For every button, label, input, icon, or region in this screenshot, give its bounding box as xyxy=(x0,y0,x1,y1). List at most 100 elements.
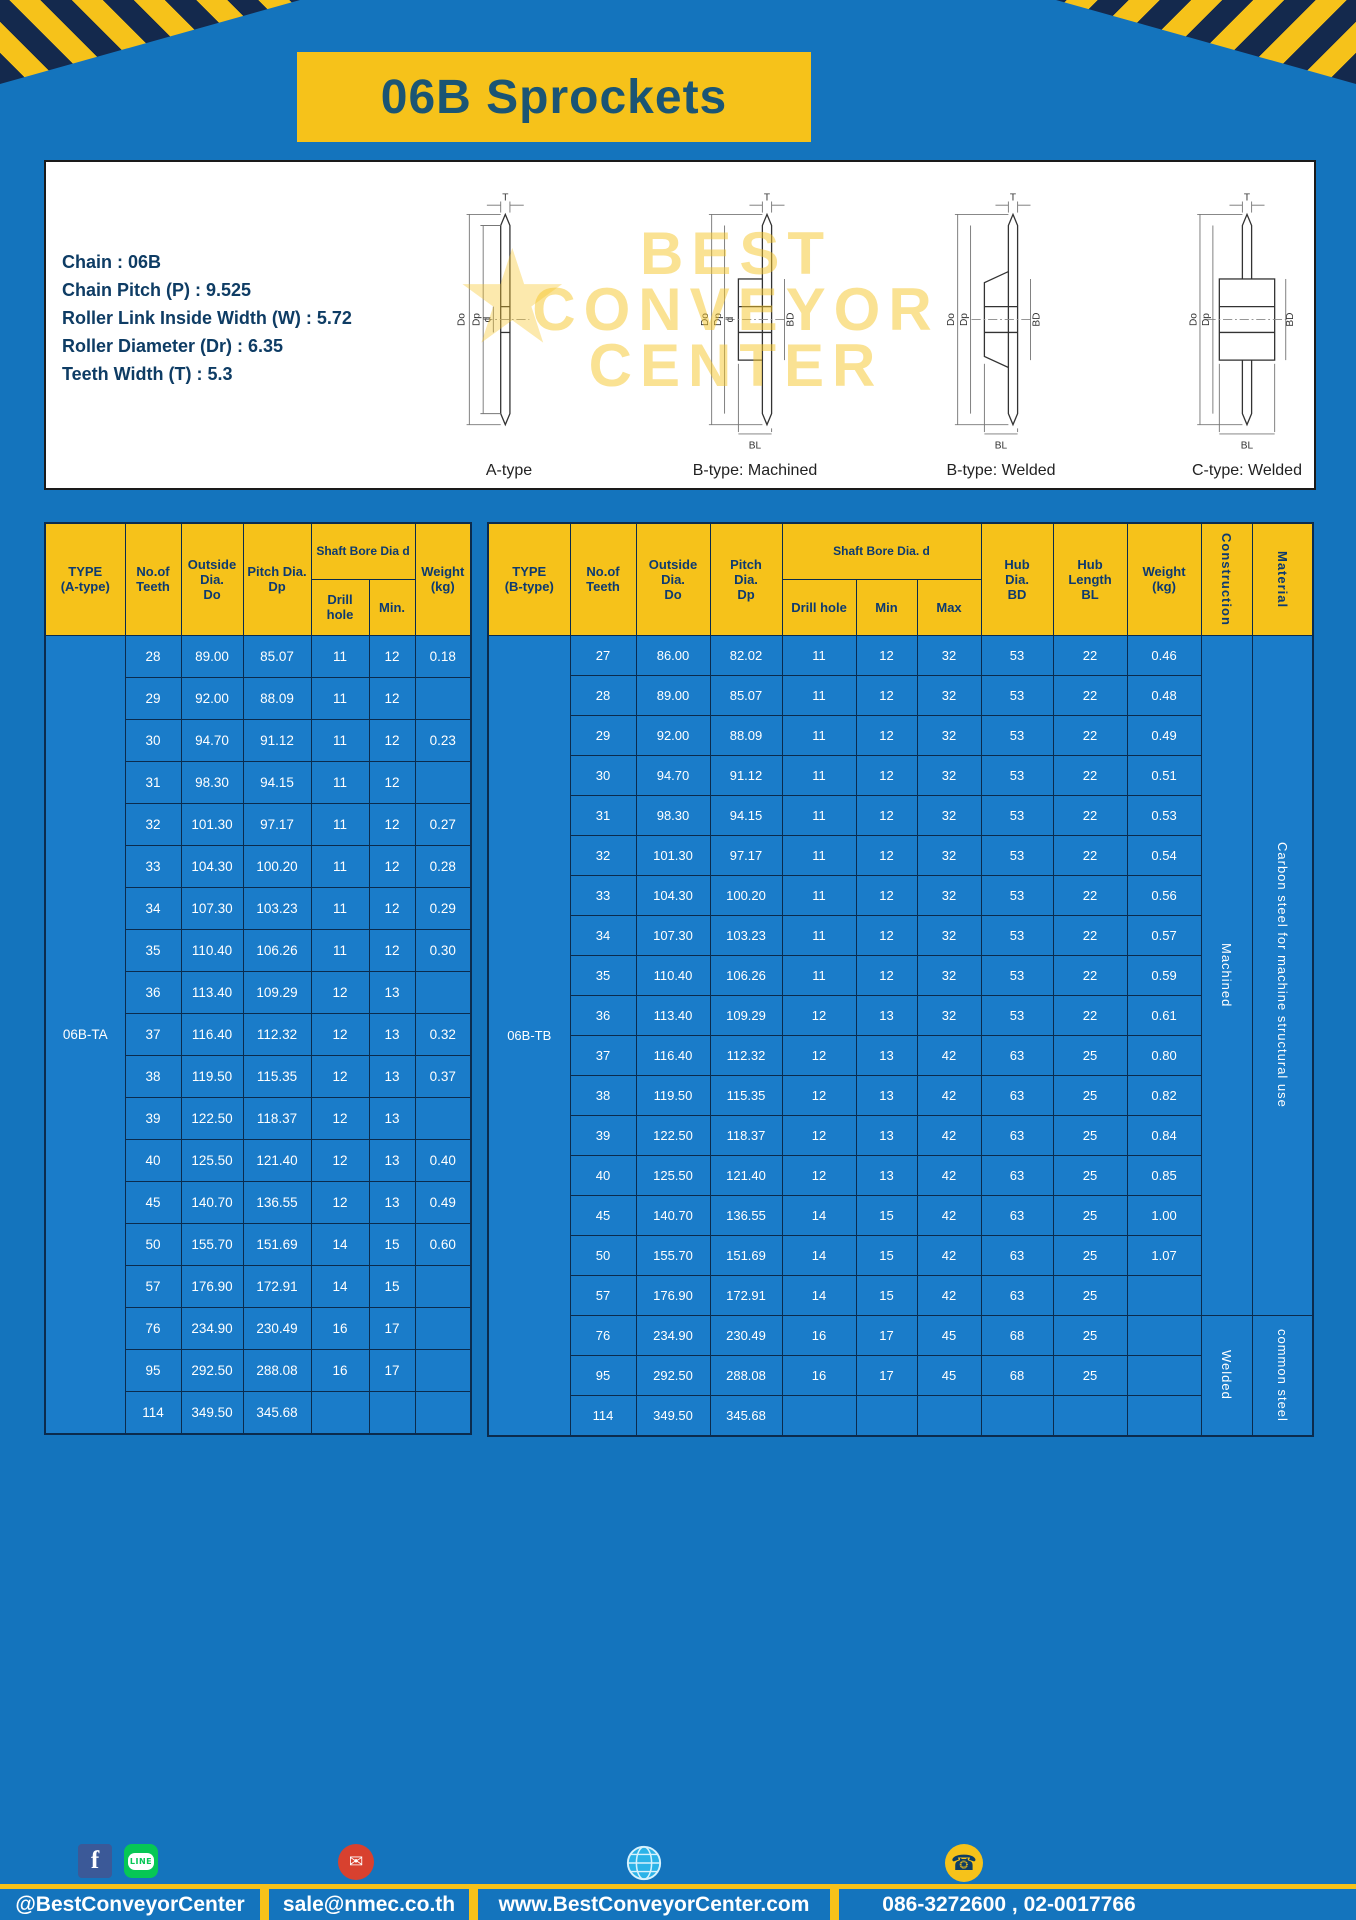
data-cell: 136.55 xyxy=(709,1194,783,1236)
data-cell: 12 xyxy=(781,1074,857,1116)
data-cell: 98.30 xyxy=(180,760,244,804)
data-cell: 15 xyxy=(368,1222,416,1266)
table-row: 39 122.50 118.37 12 13 42 63 25 0.84 xyxy=(488,1114,1313,1156)
table-row: 35 110.40 106.26 11 12 32 53 22 0.59 xyxy=(488,954,1313,996)
data-cell: 22 xyxy=(1052,754,1128,796)
table-row: 29 92.00 88.09 11 12 xyxy=(45,676,472,720)
facebook-icon[interactable]: f xyxy=(78,1844,112,1878)
col-teeth: No.of Teeth xyxy=(124,522,182,636)
table-06b-ta: TYPE (A-type) No.of Teeth Outside Dia. D… xyxy=(44,522,473,1435)
data-cell: 14 xyxy=(310,1264,370,1308)
data-cell: 27 xyxy=(569,634,637,676)
data-cell: 11 xyxy=(781,954,857,996)
data-cell: 136.55 xyxy=(242,1180,312,1224)
data-cell: 35 xyxy=(569,954,637,996)
data-cell: 118.37 xyxy=(242,1096,312,1140)
data-cell: 155.70 xyxy=(180,1222,244,1266)
footer-divider xyxy=(0,1884,1356,1889)
data-cell: 103.23 xyxy=(709,914,783,956)
data-cell: 230.49 xyxy=(709,1314,783,1356)
data-cell: 57 xyxy=(124,1264,182,1308)
data-cell: 12 xyxy=(368,718,416,762)
data-cell: 53 xyxy=(980,794,1054,836)
col-weight: Weight (kg) xyxy=(414,522,472,636)
data-cell: 15 xyxy=(855,1274,918,1316)
data-cell: 119.50 xyxy=(635,1074,711,1116)
dim-label-do: Do xyxy=(1188,313,1199,326)
data-cell: 88.09 xyxy=(709,714,783,756)
phone-icon[interactable]: ☎ xyxy=(945,1844,983,1882)
footer-separator xyxy=(260,1889,269,1920)
dim-label-do: Do xyxy=(457,313,468,326)
table-row: 45 140.70 136.55 12 13 0.49 xyxy=(45,1180,472,1224)
footer-separator xyxy=(469,1889,478,1920)
data-cell: 116.40 xyxy=(180,1012,244,1056)
email-link[interactable]: sale@nmec.co.th xyxy=(282,1892,456,1916)
data-cell: 16 xyxy=(781,1314,857,1356)
data-cell: 13 xyxy=(368,970,416,1014)
data-cell: 94.15 xyxy=(709,794,783,836)
b-type-machined-drawing: T Do Dp d BD BL xyxy=(700,193,797,452)
data-cell: 12 xyxy=(310,1180,370,1224)
col-pitch-dia: Pitch Dia. Dp xyxy=(709,522,783,636)
data-cell: 125.50 xyxy=(635,1154,711,1196)
table-b-header-row: TYPE (B-type) No.of Teeth Outside Dia. D… xyxy=(487,522,1314,636)
data-cell: 22 xyxy=(1052,914,1128,956)
data-cell: 15 xyxy=(368,1264,416,1308)
line-icon[interactable]: LINE xyxy=(124,1844,158,1878)
data-cell: 12 xyxy=(855,634,918,676)
dim-label-bd: BD xyxy=(1285,313,1296,327)
data-cell: 25 xyxy=(1052,1314,1128,1356)
data-cell: 0.49 xyxy=(414,1180,472,1224)
data-cell: 11 xyxy=(781,674,857,716)
drawing-c-type-welded: T Do Dp BD BL xyxy=(1164,192,1330,480)
table-row: 50 155.70 151.69 14 15 0.60 xyxy=(45,1222,472,1266)
data-cell: 13 xyxy=(368,1012,416,1056)
data-cell: 110.40 xyxy=(180,928,244,972)
data-cell: 11 xyxy=(781,714,857,756)
website-globe-icon[interactable] xyxy=(625,1844,663,1882)
data-cell: 22 xyxy=(1052,954,1128,996)
data-cell: 11 xyxy=(310,802,370,846)
table-row: 114 349.50 345.68 xyxy=(488,1394,1313,1436)
data-cell: 12 xyxy=(368,844,416,888)
data-cell: 76 xyxy=(569,1314,637,1356)
data-cell: 107.30 xyxy=(180,886,244,930)
data-cell: 288.08 xyxy=(709,1354,783,1396)
a-type-drawing: T Do Dp d xyxy=(457,193,530,427)
table-row: 57 176.90 172.91 14 15 xyxy=(45,1264,472,1308)
col-drill-hole: Drill hole xyxy=(310,578,370,636)
construction-cell: Machined xyxy=(1200,634,1253,1316)
data-cell: 32 xyxy=(916,754,982,796)
table-row: 39 122.50 118.37 12 13 xyxy=(45,1096,472,1140)
dim-label-d: d xyxy=(725,317,736,323)
data-cell: 16 xyxy=(310,1306,370,1350)
data-cell xyxy=(1126,1354,1202,1396)
data-cell: 63 xyxy=(980,1234,1054,1276)
data-cell xyxy=(781,1394,857,1436)
data-cell: 53 xyxy=(980,674,1054,716)
data-cell: 85.07 xyxy=(709,674,783,716)
dim-label-t: T xyxy=(1244,193,1250,204)
data-cell: 0.37 xyxy=(414,1054,472,1098)
data-cell: 97.17 xyxy=(709,834,783,876)
website-link[interactable]: www.BestConveyorCenter.com xyxy=(498,1892,810,1916)
data-cell: 0.61 xyxy=(1126,994,1202,1036)
data-cell: 53 xyxy=(980,994,1054,1036)
phone-numbers[interactable]: 086-3272600 , 02-0017766 xyxy=(882,1892,1136,1916)
data-cell: 29 xyxy=(569,714,637,756)
data-cell: 31 xyxy=(569,794,637,836)
data-cell xyxy=(414,676,472,720)
dim-label-t: T xyxy=(1010,193,1016,204)
table-row: 32 101.30 97.17 11 12 32 53 22 0.54 xyxy=(488,834,1313,876)
data-cell: 292.50 xyxy=(180,1348,244,1392)
data-cell: 37 xyxy=(569,1034,637,1076)
table-row: 37 116.40 112.32 12 13 0.32 xyxy=(45,1012,472,1056)
dim-label-t: T xyxy=(764,193,770,204)
dim-label-bl: BL xyxy=(1241,441,1254,452)
data-cell: 31 xyxy=(124,760,182,804)
email-icon[interactable]: ✉ xyxy=(338,1844,374,1880)
data-cell: 12 xyxy=(368,928,416,972)
facebook-handle[interactable]: @BestConveyorCenter xyxy=(15,1892,245,1916)
data-cell: 12 xyxy=(368,760,416,804)
